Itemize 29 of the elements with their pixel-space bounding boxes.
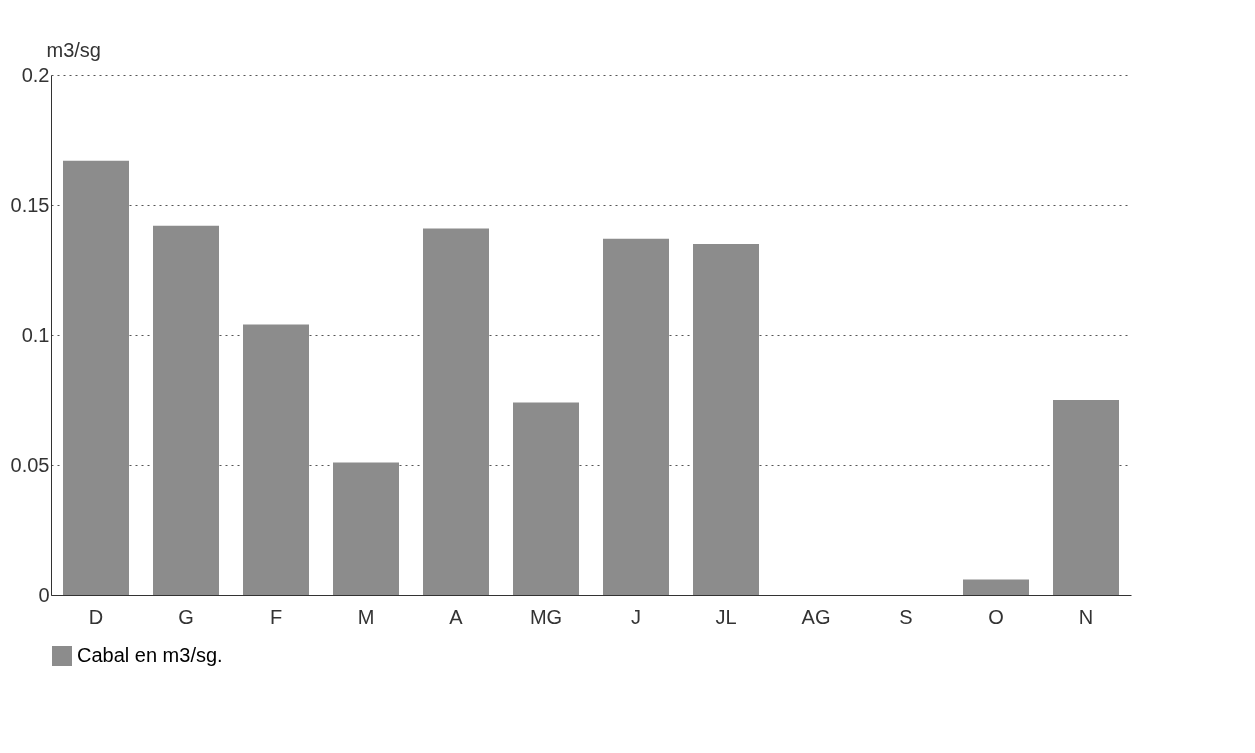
x-tick-label: F xyxy=(269,605,283,628)
bar xyxy=(153,225,219,595)
bar xyxy=(1053,400,1119,595)
x-tick-label: N xyxy=(1078,605,1094,628)
bar xyxy=(693,244,759,595)
bar xyxy=(513,402,579,595)
x-tick-label: MG xyxy=(529,605,563,628)
x-tick-label: M xyxy=(357,605,375,628)
y-axis-title: m3/sg xyxy=(46,38,101,61)
bar xyxy=(963,579,1029,595)
y-tick-label: 0 xyxy=(38,583,50,606)
x-tick-label: A xyxy=(449,605,464,628)
y-tick-label: 0.15 xyxy=(10,193,50,216)
x-tick-label: J xyxy=(631,605,641,628)
bar xyxy=(423,228,489,595)
x-tick-label: G xyxy=(178,605,194,628)
bar xyxy=(603,238,669,595)
bar xyxy=(63,160,129,595)
y-tick-label: 0.2 xyxy=(21,63,50,86)
y-tick-label: 0.05 xyxy=(10,453,50,476)
x-tick-label: O xyxy=(988,605,1004,628)
bar xyxy=(333,462,399,595)
x-tick-label: D xyxy=(88,605,104,628)
x-tick-label: JL xyxy=(715,605,737,628)
x-tick-label: S xyxy=(899,605,913,628)
bar xyxy=(243,324,309,595)
y-tick-label: 0.1 xyxy=(21,323,50,346)
x-tick-label: AG xyxy=(801,605,831,628)
legend-label: Cabal en m3/sg. xyxy=(77,644,223,666)
